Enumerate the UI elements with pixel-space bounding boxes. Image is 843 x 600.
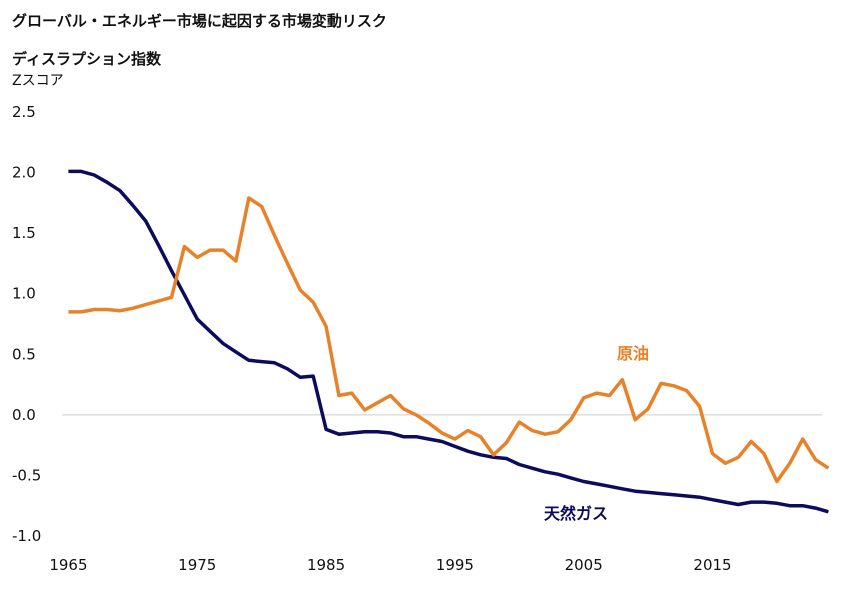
y-tick-label: 1.5	[12, 224, 36, 242]
chart-subtitle: ディスラプション指数	[12, 50, 161, 68]
series-label-crude-oil: 原油	[617, 344, 649, 363]
series-label-natural-gas: 天然ガス	[544, 504, 608, 523]
y-tick-label: 2.5	[12, 103, 36, 121]
series-line-crude-oil	[68, 196, 830, 484]
x-tick-label: 2015	[693, 556, 731, 574]
x-tick-label: 1965	[49, 556, 87, 574]
chart-title: グローバル・エネルギー市場に起因する市場変動リスク	[12, 12, 387, 30]
y-tick-label: -0.5	[12, 466, 41, 484]
x-axis-ticks: 1965 1975 1985 1995 2005 2015	[49, 556, 731, 574]
x-tick-label: 2005	[565, 556, 603, 574]
y-axis-ticks: 2.5 2.0 1.5 1.0 0.5 0.0 -0.5 -1.0	[12, 103, 41, 545]
y-tick-label: 1.0	[12, 285, 36, 303]
y-tick-label: 0.0	[12, 406, 36, 424]
series-line-natural-gas	[68, 169, 829, 514]
x-tick-label: 1995	[436, 556, 474, 574]
y-tick-label: 0.5	[12, 345, 36, 363]
y-tick-label: -1.0	[12, 527, 41, 545]
x-tick-label: 1975	[178, 556, 216, 574]
y-tick-label: 2.0	[12, 164, 36, 182]
y-unit-label: Zスコア	[12, 73, 64, 89]
x-tick-label: 1985	[307, 556, 345, 574]
